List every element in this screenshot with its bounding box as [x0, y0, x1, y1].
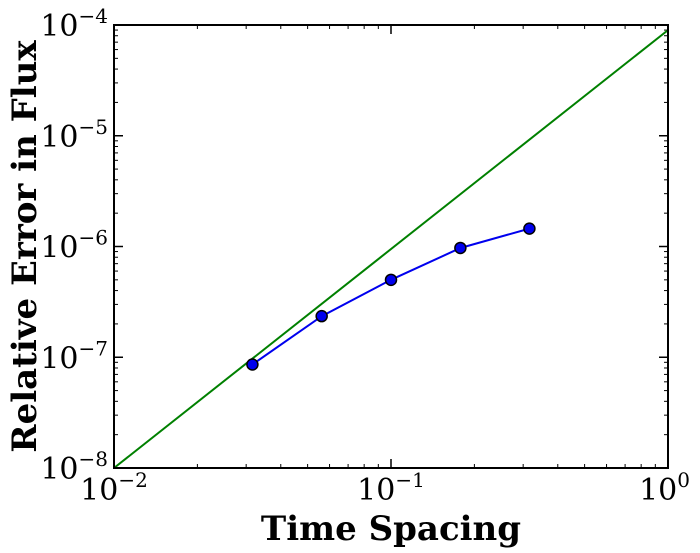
plot-frame [113, 24, 669, 469]
tick-exponent: −1 [395, 468, 424, 492]
y-tick-label: 10−6 [40, 226, 108, 266]
tick-exponent: −6 [79, 226, 108, 250]
series-layer [113, 29, 669, 469]
x-tick-label: 10−1 [357, 468, 425, 508]
y-tick-label: 10−8 [40, 447, 108, 487]
tick-base: 10 [40, 231, 78, 266]
tick-base: 10 [40, 120, 78, 155]
tick-base: 10 [639, 473, 677, 508]
tick-base: 10 [40, 452, 78, 487]
tick-base: 10 [40, 341, 78, 376]
tick-exponent: −7 [79, 336, 108, 360]
tick-base: 10 [357, 473, 395, 508]
reference-line [113, 29, 669, 469]
tick-exponent: −8 [79, 447, 108, 471]
tick-exponent: −5 [79, 115, 108, 139]
data-point [315, 309, 328, 323]
tick-exponent: 0 [677, 468, 690, 492]
tick-exponent: −2 [118, 468, 147, 492]
data-point [384, 273, 398, 287]
y-tick-label: 10−7 [40, 336, 108, 376]
y-axis-title: Relative Error in Flux [5, 40, 45, 453]
y-tick-label: 10−5 [40, 115, 108, 155]
x-axis-title: Time Spacing [261, 509, 521, 549]
tick-base: 10 [40, 9, 78, 44]
data-point [523, 222, 536, 235]
tick-base: 10 [80, 473, 118, 508]
data-point [246, 358, 259, 371]
x-tick-label: 100 [639, 468, 690, 508]
tick-exponent: −4 [79, 4, 108, 28]
x-tick-label: 10−2 [80, 468, 148, 508]
y-tick-label: 10−4 [40, 4, 108, 44]
data-point [454, 241, 467, 255]
